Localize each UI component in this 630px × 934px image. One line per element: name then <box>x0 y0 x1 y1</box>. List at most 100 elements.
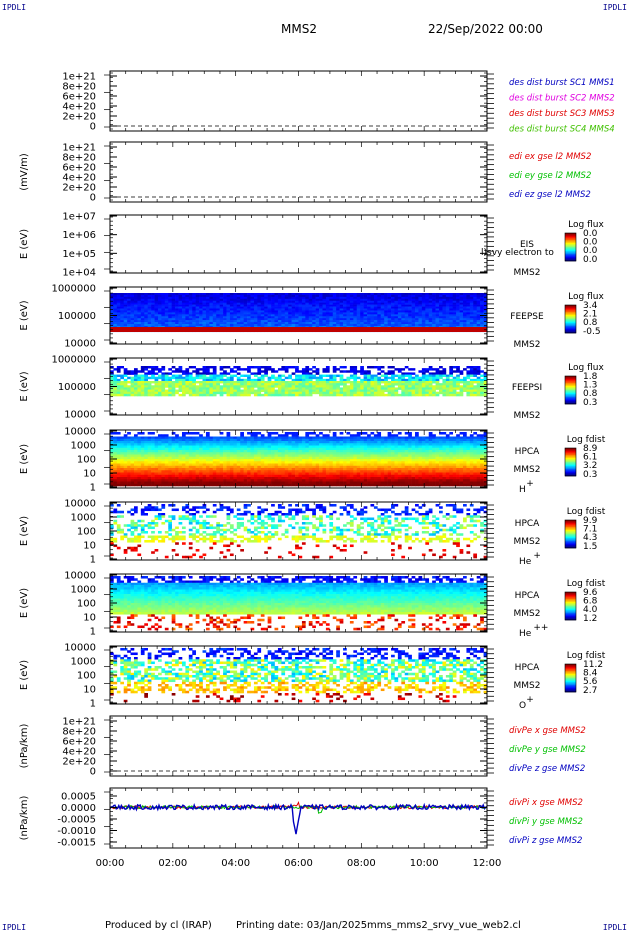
corner-label-top-left: IPDLI <box>2 3 27 12</box>
colorbar-tick: 0.8 <box>583 389 598 399</box>
colorbar-tick: 9.6 <box>583 588 598 598</box>
ytick-label: 6e+20 <box>62 737 96 748</box>
colorbar-tick: 0.8 <box>583 318 598 328</box>
ylabel-feeps-i: E (eV) <box>19 371 30 401</box>
footer-produced: Produced by cl (IRAP) <box>105 920 212 931</box>
legend-divpe-1: divPe x gse MMS2 <box>509 726 586 736</box>
ytick-label: 1 <box>90 483 96 494</box>
instrument-label: HPCA <box>515 519 540 529</box>
ytick-label: 0 <box>90 122 96 133</box>
ylabel-hpca-he: E (eV) <box>19 516 30 546</box>
xtick-label: 06:00 <box>284 858 313 869</box>
ytick-label: 2e+20 <box>62 757 96 768</box>
ytick-label: 6e+20 <box>62 92 96 103</box>
colorbar-hpca-hepp <box>564 591 577 621</box>
panel-hpca-hepp <box>104 573 577 633</box>
panel-eis <box>104 214 577 274</box>
ytick-label: 1 <box>90 699 96 710</box>
species-label: He <box>519 629 532 639</box>
footer-printing-date: Printing date: 03/Jan/2025 <box>236 920 368 931</box>
legend-divpi-1: divPi x gse MMS2 <box>509 798 583 808</box>
ytick-label: 1000000 <box>51 355 96 366</box>
legend-edi-1: edi ex gse l2 MMS2 <box>509 152 591 162</box>
panel-hpca-o <box>104 645 577 705</box>
frame-eis <box>109 214 488 274</box>
colorbar-tick: 7.1 <box>583 525 597 535</box>
panel-divpi <box>104 787 494 849</box>
ytick-label: 1e+05 <box>62 249 96 260</box>
ytick-label: 1 <box>90 627 96 638</box>
ytick-label: 0 <box>90 767 96 778</box>
spacecraft-label: MMS2 <box>514 465 541 475</box>
spectrogram-hpca-o <box>110 648 488 703</box>
colorbar-tick: -0.5 <box>583 327 601 337</box>
instrument-label: HPCA <box>515 447 540 457</box>
charge-label: + <box>526 695 534 705</box>
date-title: 22/Sep/2022 00:00 <box>428 22 543 36</box>
ylabel-hpca-hepp: E (eV) <box>19 588 30 618</box>
spectrogram-hpca-hepp <box>110 576 488 631</box>
instrument-label: FEEPSI <box>512 383 542 393</box>
colorbar-tick: 4.3 <box>583 533 597 543</box>
ytick-label: 4e+20 <box>62 173 96 184</box>
colorbar-tick: 0.3 <box>583 470 597 480</box>
ytick-label: 10 <box>83 541 96 552</box>
ytick-label: 10000 <box>64 571 96 582</box>
ytick-label: 10000 <box>64 427 96 438</box>
instrument-label: EIS <box>520 240 534 250</box>
ytick-label: 0.0005 <box>61 792 96 803</box>
legend-edi-3: edi ez gse l2 MMS2 <box>509 190 591 200</box>
colorbar-tick: 6.8 <box>583 597 598 607</box>
ytick-label: 10 <box>83 469 96 480</box>
panel-divpe <box>104 715 494 777</box>
ylabel-feeps-e: E (eV) <box>19 300 30 330</box>
ytick-label: 100 <box>77 455 96 466</box>
colorbar-title: Log fdist <box>567 579 606 589</box>
corner-label-bottom-left: IPDLI <box>2 923 27 932</box>
panel-feeps-i <box>104 357 577 416</box>
charge-label: + <box>526 479 534 489</box>
colorbar-tick: 2.7 <box>583 686 597 696</box>
legend-divpe-2: divPe y gse MMS2 <box>509 745 586 755</box>
colorbar-eis <box>564 232 577 262</box>
ylabel-eis: E (eV) <box>19 229 30 259</box>
colorbar-tick: 3.2 <box>583 461 597 471</box>
spectrogram-hpca-he <box>110 504 488 559</box>
frame-edi <box>109 141 488 203</box>
colorbar-tick: 0.0 <box>583 246 598 256</box>
xtick-label: 12:00 <box>473 858 502 869</box>
ytick-label: 0.0000 <box>61 803 96 814</box>
colorbar-tick: 8.4 <box>583 669 598 679</box>
spacecraft-title: MMS2 <box>281 22 317 36</box>
ylabel-divpe: (nPa/km) <box>19 724 30 769</box>
ytick-label: -0.0005 <box>57 815 96 826</box>
ytick-label: 10 <box>83 613 96 624</box>
spacecraft-label: MMS2 <box>514 537 541 547</box>
colorbar-title: Log fdist <box>567 507 606 517</box>
ytick-label: 100000 <box>58 311 96 322</box>
ytick-label: 100 <box>77 671 96 682</box>
ytick-label: 4e+20 <box>62 747 96 758</box>
spacecraft-label: MMS2 <box>514 609 541 619</box>
ytick-label: 1000 <box>71 585 96 596</box>
colorbar-tick: 9.9 <box>583 516 598 526</box>
corner-label-bottom-right: IPDLI <box>602 923 627 932</box>
ytick-label: 1000 <box>71 441 96 452</box>
colorbar-tick: 4.0 <box>583 605 598 615</box>
spectrogram-hpca-h <box>110 432 488 487</box>
species-label: He <box>519 557 532 567</box>
colorbar-title: Log flux <box>568 363 604 373</box>
charge-label: ++ <box>533 623 548 633</box>
colorbar-title: Log fdist <box>567 651 606 661</box>
ytick-label: 100 <box>77 527 96 538</box>
legend-edi-2: edi ey gse l2 MMS2 <box>509 171 591 181</box>
colorbar-hpca-o <box>564 663 577 693</box>
colorbar-feeps-i <box>564 375 577 405</box>
ytick-label: 1000000 <box>51 284 96 295</box>
ytick-label: 1000 <box>71 513 96 524</box>
ytick-label: 100 <box>77 599 96 610</box>
ytick-label: 1e+07 <box>62 212 96 223</box>
legend-des-dist-1: des dist burst SC1 MMS1 <box>509 78 615 88</box>
ytick-label: 10000 <box>64 339 96 350</box>
legend-divpi-2: divPi y gse MMS2 <box>509 817 583 827</box>
